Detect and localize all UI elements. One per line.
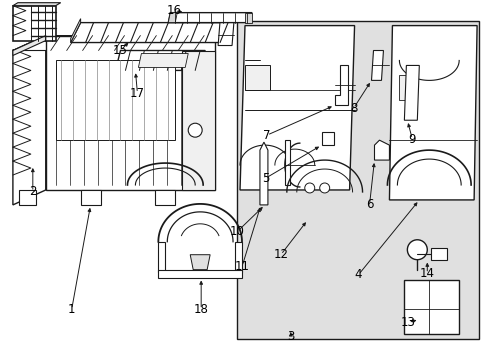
Polygon shape <box>46 36 215 190</box>
Text: 7: 7 <box>263 129 270 142</box>
Polygon shape <box>244 13 251 23</box>
Polygon shape <box>158 270 242 278</box>
Polygon shape <box>235 242 242 272</box>
Text: 5: 5 <box>262 171 269 185</box>
Polygon shape <box>138 54 188 67</box>
Polygon shape <box>237 21 478 339</box>
Polygon shape <box>244 66 269 90</box>
Polygon shape <box>19 190 36 205</box>
Polygon shape <box>115 50 205 71</box>
Polygon shape <box>374 140 388 160</box>
Text: 1: 1 <box>68 303 75 316</box>
Polygon shape <box>71 23 229 42</box>
Text: 9: 9 <box>408 132 415 146</box>
Text: 3: 3 <box>286 330 294 343</box>
Polygon shape <box>158 242 165 272</box>
Polygon shape <box>56 60 175 140</box>
Polygon shape <box>218 21 234 45</box>
Text: 18: 18 <box>193 303 208 316</box>
Polygon shape <box>430 248 447 260</box>
Text: 16: 16 <box>166 4 182 17</box>
Text: 8: 8 <box>349 102 357 115</box>
Polygon shape <box>260 142 267 205</box>
Text: 17: 17 <box>130 87 144 100</box>
Polygon shape <box>404 280 458 334</box>
Text: 6: 6 <box>365 198 372 211</box>
Polygon shape <box>81 190 101 205</box>
Circle shape <box>319 183 329 193</box>
Text: 13: 13 <box>400 316 415 329</box>
Polygon shape <box>155 190 175 205</box>
Circle shape <box>188 123 202 137</box>
Text: 12: 12 <box>273 248 288 261</box>
Polygon shape <box>13 36 46 55</box>
Polygon shape <box>13 6 56 41</box>
Polygon shape <box>71 19 81 42</box>
Polygon shape <box>404 66 419 120</box>
Polygon shape <box>190 255 210 270</box>
Text: 11: 11 <box>234 260 249 273</box>
Text: 15: 15 <box>113 44 128 57</box>
Polygon shape <box>168 13 177 23</box>
Polygon shape <box>182 50 215 190</box>
Polygon shape <box>285 140 289 185</box>
Polygon shape <box>388 26 476 200</box>
Circle shape <box>304 183 314 193</box>
Polygon shape <box>13 36 46 205</box>
Text: 14: 14 <box>419 267 434 280</box>
Polygon shape <box>321 132 333 145</box>
Text: 4: 4 <box>354 268 362 281</box>
Text: 10: 10 <box>229 225 244 238</box>
Polygon shape <box>371 50 383 80</box>
Polygon shape <box>399 75 413 100</box>
Text: 2: 2 <box>29 185 37 198</box>
Polygon shape <box>13 36 215 50</box>
Polygon shape <box>168 13 251 23</box>
Polygon shape <box>334 66 347 105</box>
Polygon shape <box>240 26 354 190</box>
Polygon shape <box>13 3 61 6</box>
Circle shape <box>407 240 427 260</box>
